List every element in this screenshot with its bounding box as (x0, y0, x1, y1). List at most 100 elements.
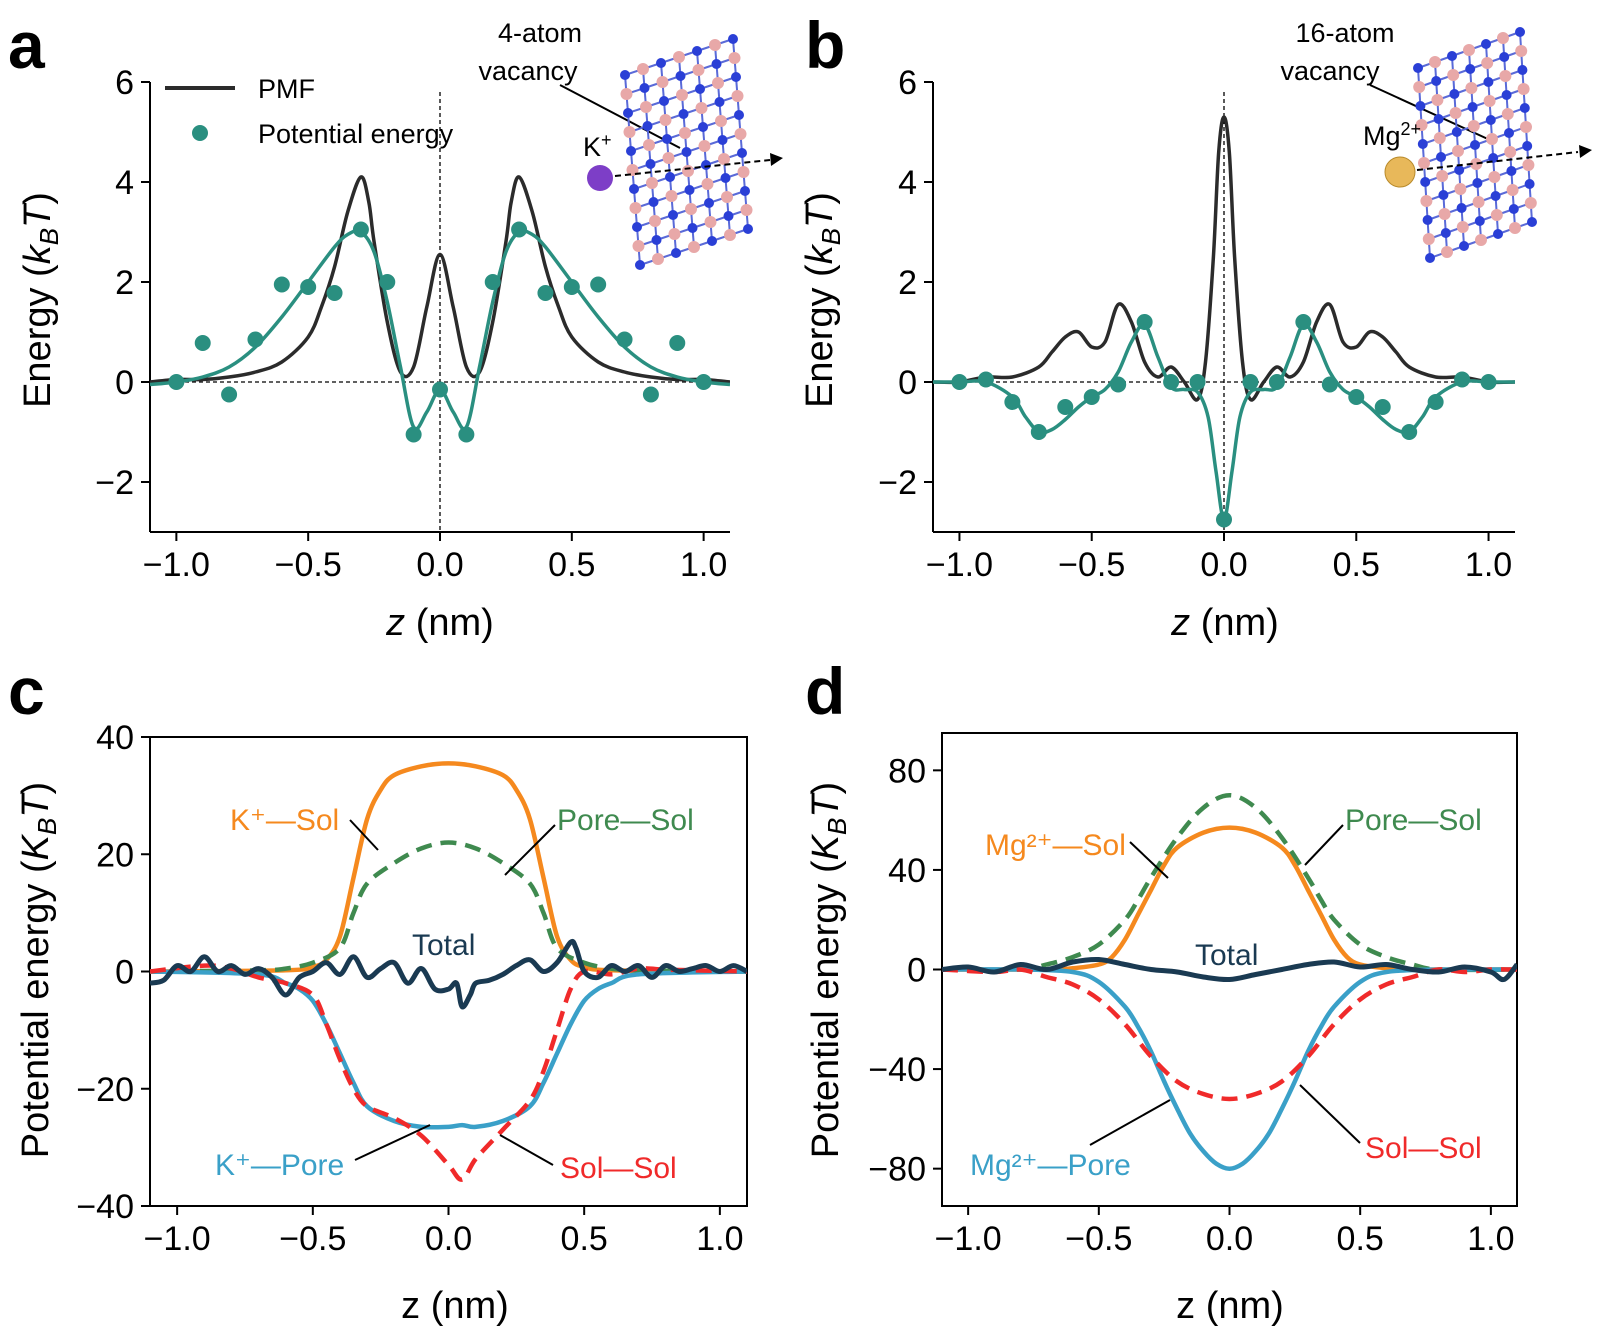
pointer-c-pore-sol (504, 824, 556, 876)
boron-atom (1436, 170, 1449, 182)
boron-atom (1429, 56, 1441, 68)
nitrogen-atom (1420, 177, 1431, 187)
y-axis-label-c: Potential energy (KBT) (15, 782, 62, 1158)
nitrogen-atom (639, 83, 650, 93)
x-tick-label: 1.0 (696, 1220, 743, 1258)
nitrogen-atom (1527, 217, 1537, 227)
boron-atom (682, 165, 694, 177)
nitrogen-atom (1413, 63, 1423, 73)
panel-letter-b: b (805, 8, 845, 82)
boron-atom (662, 152, 675, 164)
boron-atom (1522, 159, 1535, 171)
boron-atom (1515, 45, 1528, 57)
inset-a-vacancy-line2: vacancy (478, 56, 578, 86)
inset-b-arrow (1416, 151, 1579, 171)
nitrogen-atom (665, 172, 675, 182)
nitrogen-atom (720, 173, 731, 183)
boron-atom (640, 101, 652, 113)
nitrogen-atom (1440, 228, 1451, 238)
inset-b-vacancy-pointer (1369, 84, 1491, 141)
nitrogen-atom (678, 109, 689, 119)
pe-data-point (563, 279, 580, 295)
pe-data-point (1480, 374, 1497, 390)
boron-atom (1520, 121, 1532, 133)
y-tick-label: 40 (96, 719, 134, 757)
nitrogen-atom (626, 146, 636, 156)
pe-data-point (352, 221, 369, 238)
boron-atom (632, 240, 645, 252)
boron-atom (652, 253, 664, 265)
x-axis-label-a: z (nm) (385, 602, 494, 644)
boron-atom (1499, 70, 1512, 82)
x-tick-label: −1.0 (926, 546, 993, 584)
pe-data-point (1136, 314, 1153, 330)
nitrogen-atom (743, 224, 753, 234)
nitrogen-atom (681, 147, 692, 157)
boron-atom (1506, 184, 1519, 196)
nitrogen-atom (1485, 115, 1496, 125)
legend-a: PMF Potential energy (165, 74, 454, 149)
nitrogen-atom (1454, 165, 1465, 175)
nitrogen-atom (684, 185, 695, 195)
series-line-k-pore (150, 969, 747, 1130)
nitrogen-atom (1447, 51, 1457, 61)
legend-pe-label: Potential energy (258, 119, 454, 149)
boron-atom (1509, 222, 1521, 234)
boron-atom (620, 88, 633, 100)
y-tick-label: −80 (868, 1151, 926, 1189)
series-line-pore-sol (150, 840, 747, 974)
y-tick-label: −20 (76, 1071, 134, 1109)
series-line-pmf (933, 115, 1515, 402)
y-tick-label: 2 (115, 264, 134, 302)
y-tick-label: −2 (95, 464, 134, 502)
x-axis-label-b: z (nm) (1170, 602, 1279, 644)
nitrogen-atom (711, 59, 722, 69)
pe-data-point (695, 374, 712, 390)
series-group (942, 792, 1517, 1171)
pe-data-point (1163, 374, 1180, 390)
pe-data-point (1242, 374, 1259, 390)
nitrogen-atom (651, 235, 662, 245)
pe-data-point (977, 371, 994, 388)
nitrogen-atom (1501, 90, 1512, 100)
label-c-pore-sol: Pore—Sol (557, 804, 694, 837)
pe-data-point (194, 335, 211, 351)
series-line-sol-sol (150, 963, 747, 1182)
nitrogen-atom (701, 160, 711, 170)
y-tick-label: −40 (868, 1051, 926, 1089)
pe-data-point (326, 285, 343, 301)
pe-data-point (1110, 376, 1127, 393)
boron-atom (688, 241, 700, 253)
x-tick-label: 1.0 (1467, 1220, 1514, 1258)
boron-atom (1524, 197, 1537, 209)
inset-a-vacancy-line1: 4-atom (498, 18, 582, 48)
legend-pe-swatch (192, 125, 208, 141)
nitrogen-atom (656, 58, 666, 68)
y-tick-label: 0 (907, 952, 926, 990)
x-tick-label: −1.0 (143, 546, 210, 584)
boron-atom (673, 51, 685, 63)
x-tick-label: 1.0 (680, 546, 727, 584)
boron-atom (1449, 107, 1462, 119)
y-tick-label: −40 (76, 1188, 134, 1226)
y-tick-label: 20 (96, 836, 134, 874)
nitrogen-atom (1438, 190, 1449, 200)
boron-atom (643, 139, 655, 151)
y-tick-label: 4 (115, 164, 134, 202)
pointer-c-ion-sol (349, 819, 379, 851)
nitrogen-atom (662, 134, 672, 144)
y-axis-label-d: Potential energy (KBT) (805, 782, 852, 1158)
legend-pmf-label: PMF (258, 74, 315, 104)
boron-atom (1433, 132, 1446, 144)
pe-data-point (1427, 394, 1444, 410)
chart-panel-d: −1.0 −0.5 0.0 0.5 1.0 −80 −40 0 40 80 (868, 732, 1518, 1258)
nitrogen-atom (648, 197, 659, 207)
x-tick-label: 0.0 (1206, 1220, 1253, 1258)
y-tick-label: 0 (898, 364, 917, 402)
boron-atom (737, 166, 750, 178)
nitrogen-atom (629, 184, 639, 194)
nitrogen-atom (1415, 101, 1426, 111)
nitrogen-atom (1470, 140, 1480, 150)
pe-data-point (221, 386, 238, 403)
boron-atom (701, 178, 714, 190)
